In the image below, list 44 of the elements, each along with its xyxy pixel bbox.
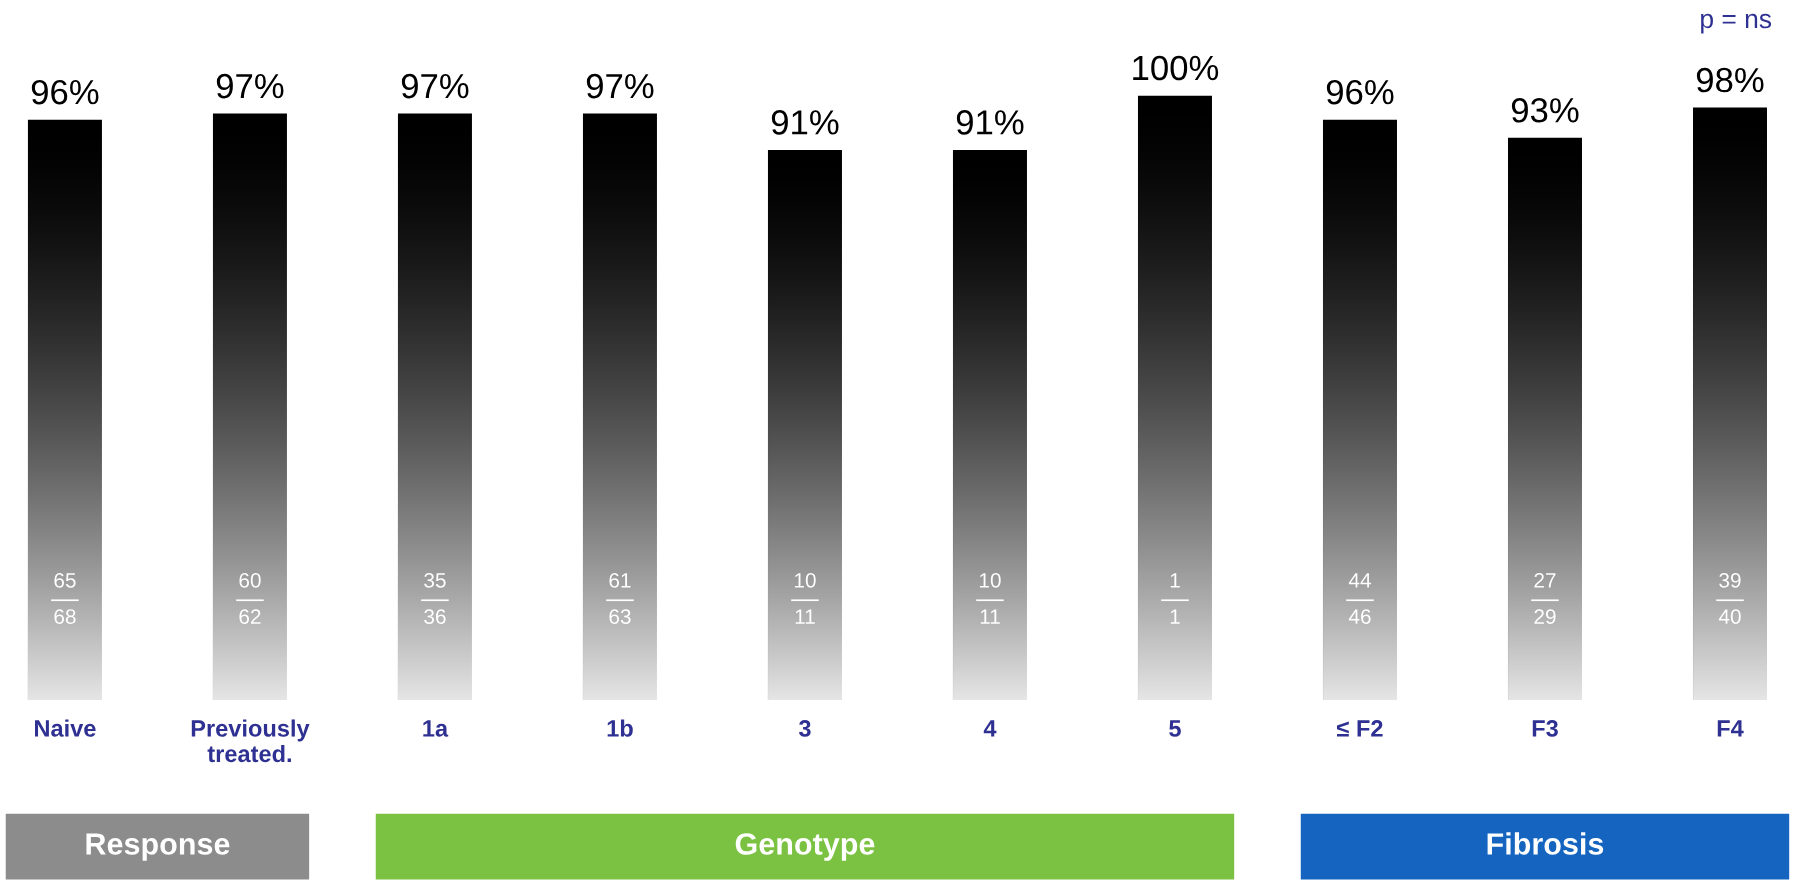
annotation: 61: [609, 572, 631, 588]
annotation: 10: [979, 572, 1001, 588]
x-tick-label: 1b: [607, 719, 633, 737]
annotation: 27: [1534, 572, 1556, 588]
x-tick-label: F3: [1532, 720, 1558, 737]
annotation: 46: [1348, 609, 1371, 624]
x-tick-label: Naive: [35, 719, 96, 737]
annotation: 1: [1170, 609, 1180, 624]
annotation: 29: [1534, 609, 1556, 624]
annotation: 39: [1719, 572, 1741, 588]
x-tick-label: 1a: [423, 720, 449, 737]
annotation: 63: [609, 609, 631, 624]
annotation: 35: [424, 572, 446, 588]
x-tick-label: 5: [1169, 720, 1181, 737]
annotation: 11: [795, 609, 815, 624]
x-tick-label: 3: [798, 720, 811, 737]
text: p = ns: [1701, 13, 1772, 34]
x-tick-label: ≤ F2: [1337, 720, 1383, 737]
annotation: 60: [239, 572, 261, 588]
data-label: 93%: [1511, 98, 1579, 123]
annotation: 11: [980, 609, 1000, 624]
data-label: 96%: [1326, 79, 1394, 105]
text: Genotype: [735, 833, 875, 861]
annotation: 40: [1718, 609, 1741, 624]
x-tick-label: 4: [983, 720, 997, 737]
x-tick-label: Previously treated.: [191, 719, 310, 763]
annotation: 36: [424, 609, 446, 624]
text: Response: [86, 833, 230, 861]
data-label: 91%: [771, 110, 839, 135]
data-label: 97%: [586, 73, 654, 99]
data-label: 100%: [1133, 55, 1219, 81]
text: Fibrosis: [1487, 832, 1604, 855]
data-label: 96%: [31, 79, 99, 105]
annotation: 1: [1170, 573, 1180, 588]
annotation: 10: [794, 572, 816, 588]
annotation: 65: [54, 572, 76, 588]
x-tick-label: F4: [1717, 720, 1744, 737]
annotation: 62: [239, 609, 261, 624]
data-label: 98%: [1696, 67, 1764, 93]
annotation: 68: [54, 609, 76, 624]
annotation: 44: [1348, 573, 1371, 588]
data-label: 91%: [956, 110, 1024, 135]
data-label: 97%: [401, 73, 469, 99]
data-label: 97%: [216, 73, 284, 99]
